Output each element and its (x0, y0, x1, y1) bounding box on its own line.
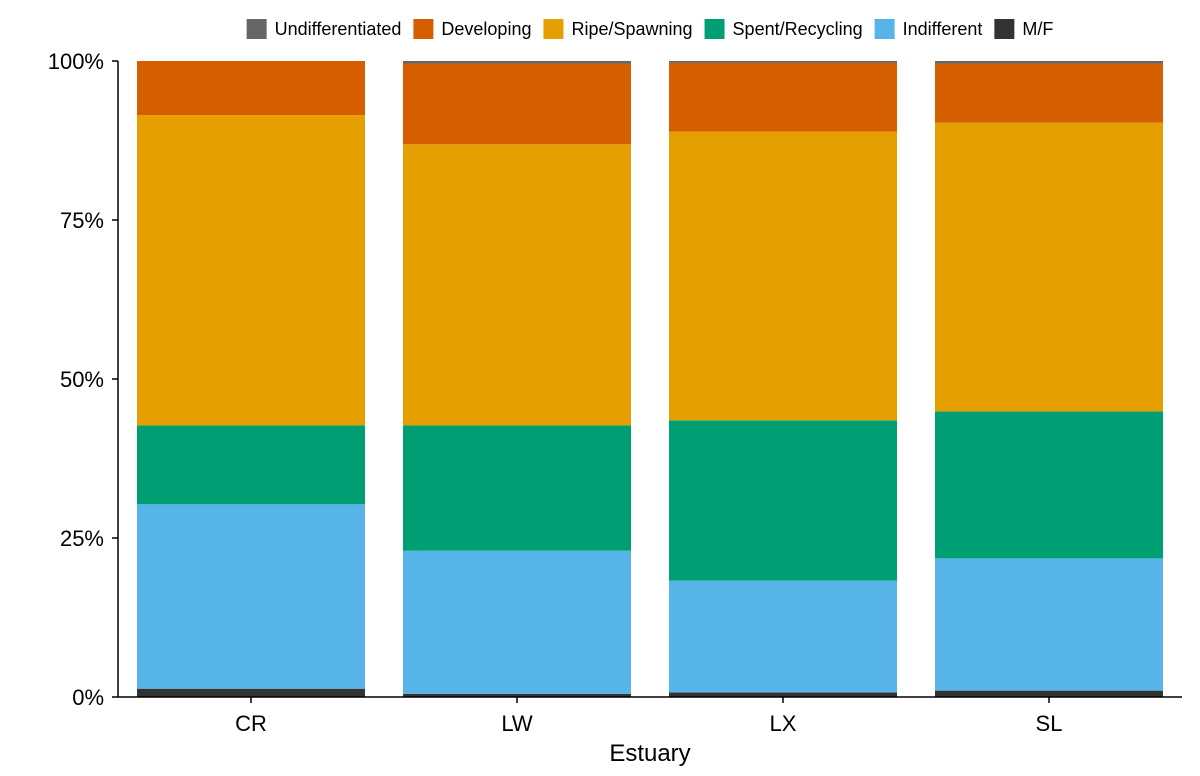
legend-swatch-indifferent (874, 19, 895, 39)
x-axis-title: Estuary (609, 740, 690, 767)
bar-lw-ripe-spawning (403, 144, 631, 426)
legend-item-spent-recycling: Spent/Recycling (704, 19, 863, 39)
y-tick-label: 0% (72, 685, 104, 710)
bar-lw-developing (403, 63, 631, 145)
legend-label-developing: Developing (441, 19, 531, 39)
bar-sl-undifferentiated (935, 61, 1163, 64)
x-tick-label-cr: CR (235, 711, 267, 736)
bar-lw-undifferentiated (403, 61, 631, 64)
bar-lw-indifferent (403, 550, 631, 694)
y-tick-label: 25% (60, 526, 104, 551)
legend-swatch-m-f (994, 19, 1015, 39)
bar-cr-developing (137, 61, 365, 116)
legend-swatch-undifferentiated (246, 19, 267, 39)
y-tick-label: 75% (60, 208, 104, 233)
legend-swatch-ripe-spawning (543, 19, 564, 39)
bar-lx-indifferent (669, 580, 897, 693)
bar-sl-ripe-spawning (935, 122, 1163, 412)
x-tick-label-lw: LW (501, 711, 533, 736)
legend-item-m-f: M/F (994, 19, 1053, 39)
legend-item-developing: Developing (413, 19, 531, 39)
legend-swatch-spent-recycling (704, 19, 725, 39)
bar-sl-indifferent (935, 558, 1163, 691)
bar-sl-spent-recycling (935, 411, 1163, 559)
bar-area (137, 61, 1163, 697)
legend-swatch-developing (413, 19, 434, 39)
bar-lx-developing (669, 62, 897, 132)
y-tick-label: 100% (48, 49, 104, 74)
y-tick-label: 50% (60, 367, 104, 392)
legend-label-indifferent: Indifferent (903, 19, 983, 39)
legend-label-ripe-spawning: Ripe/Spawning (571, 19, 692, 39)
bar-lw-spent-recycling (403, 425, 631, 551)
legend-label-undifferentiated: Undifferentiated (275, 19, 402, 39)
legend-item-ripe-spawning: Ripe/Spawning (543, 19, 693, 39)
bar-cr-m-f (137, 688, 365, 697)
x-tick-label-sl: SL (1036, 711, 1063, 736)
legend-label-m-f: M/F (1022, 19, 1053, 39)
bar-sl-m-f (935, 690, 1163, 697)
bar-cr-spent-recycling (137, 425, 365, 505)
y-axis: 0% 25% 50% 75% 100% (48, 49, 119, 710)
legend-item-indifferent: Indifferent (874, 19, 983, 39)
bar-cr-ripe-spawning (137, 115, 365, 426)
bar-sl-developing (935, 63, 1163, 123)
x-tick-label-lx: LX (770, 711, 797, 736)
bar-lw-m-f (403, 693, 631, 697)
bar-lx-ripe-spawning (669, 131, 897, 421)
x-axis: CR LW LX SL (118, 696, 1182, 736)
bar-lx-m-f (669, 692, 897, 697)
chart-legend: Undifferentiated Developing Ripe/Spawning S… (246, 19, 1053, 39)
bar-cr-indifferent (137, 504, 365, 689)
bar-lx-undifferentiated (669, 61, 897, 63)
legend-label-spent-recycling: Spent/Recycling (733, 19, 863, 39)
bar-lx-spent-recycling (669, 420, 897, 581)
legend-item-undifferentiated: Undifferentiated (246, 19, 402, 39)
